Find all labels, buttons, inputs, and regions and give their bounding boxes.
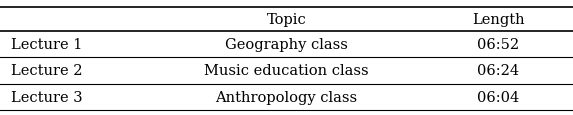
Text: Lecture 3: Lecture 3 [11, 90, 83, 104]
Text: Anthropology class: Anthropology class [215, 90, 358, 104]
Text: Lecture 1: Lecture 1 [11, 38, 83, 52]
Text: Music education class: Music education class [204, 64, 369, 78]
Text: Topic: Topic [266, 13, 307, 27]
Text: Length: Length [472, 13, 525, 27]
Text: 06:52: 06:52 [477, 38, 520, 52]
Text: 06:04: 06:04 [477, 90, 520, 104]
Text: 06:24: 06:24 [477, 64, 520, 78]
Text: Lecture 2: Lecture 2 [11, 64, 83, 78]
Text: Geography class: Geography class [225, 38, 348, 52]
